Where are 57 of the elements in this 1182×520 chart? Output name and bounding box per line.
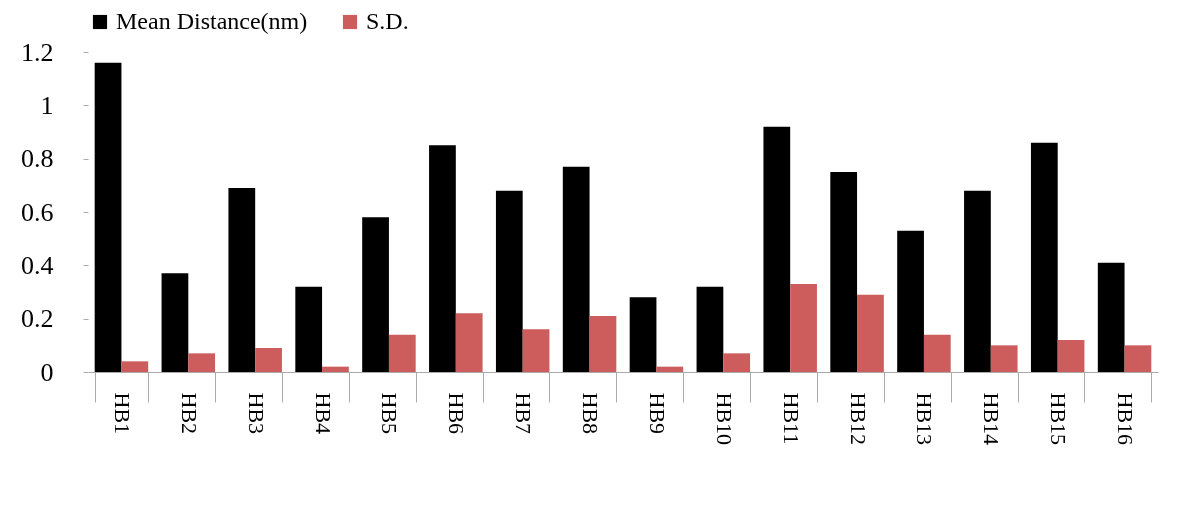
bar (656, 366, 684, 372)
x-tick-label: HB9 (644, 392, 670, 435)
y-tick-label: 0 (40, 357, 54, 387)
bar (897, 230, 924, 372)
bar (1030, 142, 1058, 372)
x-tick-label: HB12 (845, 392, 871, 446)
x-tick-label: HB13 (912, 392, 938, 446)
y-tick-label: 1.2 (21, 37, 54, 67)
x-tick-label: HB3 (243, 392, 269, 435)
bar (1124, 345, 1152, 372)
y-tick-label: 0.4 (21, 250, 54, 280)
y-tick-label: 1 (40, 90, 54, 120)
bar (161, 273, 189, 372)
bar (255, 348, 282, 372)
x-tick-label: HB11 (778, 392, 804, 445)
bar (990, 345, 1018, 372)
bar (522, 329, 550, 372)
bar (830, 172, 858, 372)
bar (455, 313, 483, 372)
x-tick-label: HB15 (1046, 392, 1072, 446)
legend-label: Mean Distance(nm) (116, 8, 308, 34)
bar (94, 62, 122, 372)
x-tick-label: HB16 (1113, 392, 1139, 446)
bar (429, 145, 456, 372)
x-tick-label: HB6 (444, 392, 470, 435)
bar (790, 284, 817, 372)
x-tick-label: HB8 (578, 392, 604, 435)
x-tick-label: HB1 (109, 392, 135, 435)
bar (495, 190, 523, 372)
bar (696, 286, 724, 372)
x-tick-label: HB5 (377, 392, 403, 435)
bar (121, 361, 149, 372)
bar (1057, 340, 1085, 372)
bar (923, 334, 951, 372)
x-tick-label: HB10 (711, 392, 737, 446)
bar (589, 316, 617, 372)
bar (322, 366, 349, 372)
bar (629, 297, 657, 372)
y-tick-label: 0.2 (21, 304, 54, 334)
legend-label: S.D. (366, 8, 409, 34)
bar (228, 188, 256, 372)
y-tick-label: 0.8 (21, 144, 54, 174)
x-tick-label: HB7 (511, 392, 537, 435)
bar (763, 126, 791, 372)
x-tick-label: HB4 (310, 392, 336, 435)
x-tick-label: HB2 (176, 392, 202, 435)
bar (295, 286, 323, 372)
bar (388, 334, 416, 372)
bar (723, 353, 751, 372)
y-tick-label: 0.6 (21, 197, 54, 227)
x-tick-label: HB14 (979, 392, 1005, 446)
bar (1097, 262, 1125, 372)
bar (964, 190, 991, 372)
bar (362, 217, 389, 372)
bar (857, 294, 884, 372)
bar (562, 166, 590, 372)
bar (188, 353, 216, 372)
